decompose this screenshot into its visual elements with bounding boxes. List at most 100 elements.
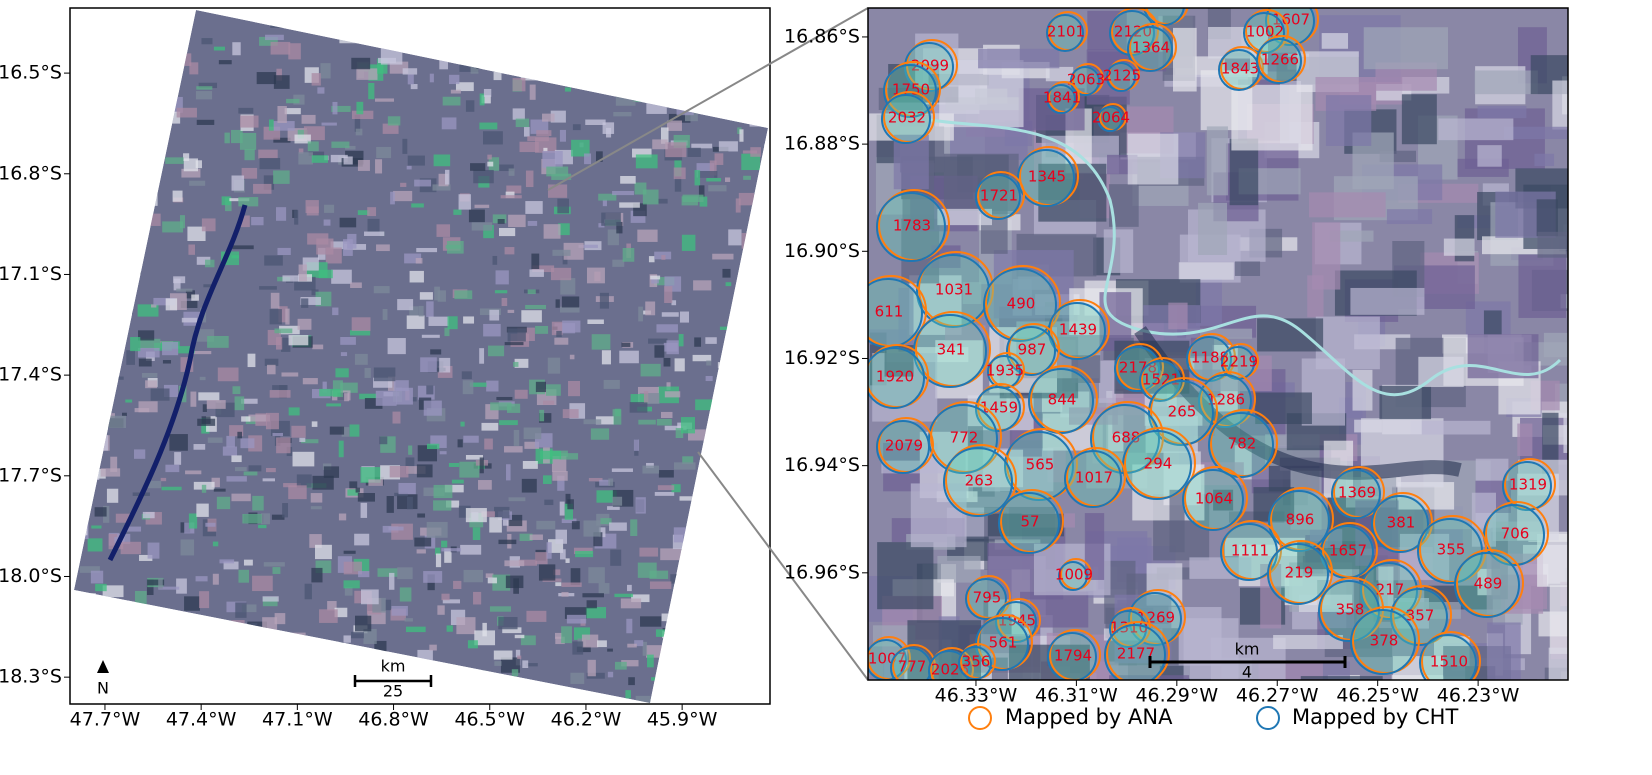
texture xyxy=(188,244,196,255)
texture xyxy=(391,605,408,616)
texture xyxy=(725,282,732,287)
texture xyxy=(189,62,199,75)
texture xyxy=(373,286,390,294)
texture xyxy=(405,626,426,633)
texture xyxy=(312,475,334,490)
texture xyxy=(1224,537,1305,556)
field-label: 1794 xyxy=(1054,647,1092,665)
texture xyxy=(1099,360,1116,403)
texture xyxy=(308,151,325,156)
texture xyxy=(198,82,218,89)
texture xyxy=(545,384,561,396)
texture xyxy=(276,207,287,221)
texture xyxy=(514,358,529,368)
texture xyxy=(311,73,321,86)
texture xyxy=(173,278,181,291)
texture xyxy=(607,506,620,510)
texture xyxy=(479,93,485,106)
legend-label: Mapped by ANA xyxy=(1005,705,1173,729)
field-fill xyxy=(1222,523,1278,579)
field-label: 561 xyxy=(989,634,1018,652)
cht-circle xyxy=(958,646,992,680)
y-tick-label: 16.94°S xyxy=(784,454,860,476)
texture xyxy=(243,559,253,566)
field-label: 2064 xyxy=(1092,109,1130,127)
texture xyxy=(377,568,398,577)
texture xyxy=(708,185,727,192)
texture xyxy=(583,520,601,537)
texture xyxy=(388,526,404,531)
texture xyxy=(469,382,487,387)
texture xyxy=(311,289,319,296)
texture xyxy=(1350,287,1425,315)
field-label: 1319 xyxy=(1509,476,1547,494)
texture xyxy=(724,177,731,182)
texture xyxy=(137,347,160,358)
field-fill xyxy=(930,404,998,472)
texture xyxy=(332,307,339,316)
texture xyxy=(294,134,311,144)
texture xyxy=(291,425,306,438)
texture xyxy=(635,154,658,169)
texture xyxy=(126,350,135,365)
texture xyxy=(139,338,161,349)
texture xyxy=(262,596,279,602)
texture xyxy=(634,182,647,195)
texture xyxy=(621,660,639,667)
field-fill xyxy=(1322,525,1374,577)
texture xyxy=(438,173,449,187)
texture xyxy=(178,346,195,354)
texture xyxy=(467,640,478,649)
texture xyxy=(319,609,338,623)
texture xyxy=(432,184,451,191)
texture xyxy=(1321,33,1349,49)
texture xyxy=(568,380,580,397)
texture xyxy=(411,397,417,402)
y-tick-label: 17.7°S xyxy=(0,464,62,486)
texture xyxy=(692,354,712,362)
texture xyxy=(162,360,172,364)
zoom-line xyxy=(697,451,869,681)
texture xyxy=(376,146,392,159)
texture xyxy=(607,671,614,678)
texture xyxy=(559,306,580,313)
texture xyxy=(512,78,526,92)
cht-circle xyxy=(928,650,970,680)
texture xyxy=(320,63,331,79)
texture xyxy=(375,98,394,102)
texture xyxy=(538,564,556,581)
texture xyxy=(241,604,257,613)
texture xyxy=(274,613,286,625)
texture xyxy=(288,485,307,500)
texture xyxy=(498,420,518,426)
texture xyxy=(429,73,434,83)
texture xyxy=(176,578,187,594)
texture xyxy=(570,568,581,586)
texture xyxy=(573,547,593,555)
legend-marker xyxy=(968,706,992,730)
texture xyxy=(492,214,507,224)
texture xyxy=(354,353,368,365)
texture xyxy=(487,577,497,584)
texture xyxy=(622,247,635,262)
texture xyxy=(282,275,300,282)
texture xyxy=(487,154,492,160)
texture xyxy=(416,247,438,253)
texture xyxy=(1172,27,1197,92)
scale-bar xyxy=(353,675,433,687)
texture xyxy=(120,541,142,555)
texture xyxy=(612,190,634,196)
field-label: 355 xyxy=(1437,541,1466,559)
field-fill xyxy=(1048,14,1084,50)
texture xyxy=(552,249,571,256)
field-label: 1009 xyxy=(1055,566,1093,584)
texture xyxy=(688,429,709,441)
texture xyxy=(199,591,210,609)
cht-circle xyxy=(1243,12,1285,54)
texture xyxy=(586,267,605,284)
cht-circle xyxy=(1371,495,1429,553)
texture xyxy=(600,518,612,525)
texture xyxy=(382,308,388,320)
cht-circle xyxy=(1143,8,1185,26)
